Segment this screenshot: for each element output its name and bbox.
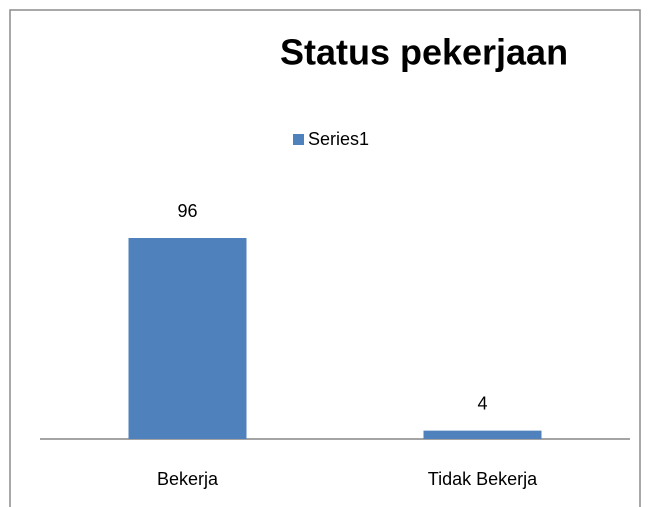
x-tick-label: Bekerja xyxy=(157,469,219,489)
legend-label: Series1 xyxy=(308,129,369,149)
bar xyxy=(128,238,247,439)
chart-frame xyxy=(9,9,641,507)
data-label: 96 xyxy=(177,201,197,221)
bar xyxy=(423,430,542,439)
x-tick-label: Tidak Bekerja xyxy=(428,469,538,489)
data-label: 4 xyxy=(477,393,487,413)
chart-title: Status pekerjaan xyxy=(280,32,568,73)
legend-swatch xyxy=(293,134,304,145)
